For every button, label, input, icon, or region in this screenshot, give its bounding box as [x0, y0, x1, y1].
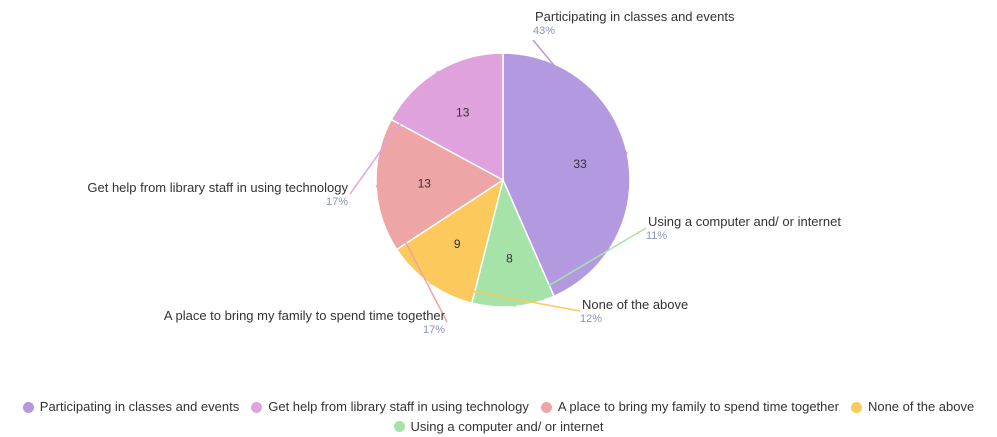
chart-legend: Participating in classes and events Get h… [0, 398, 997, 437]
slice-value-label: 13 [418, 176, 432, 190]
slice-percent-label: 17% [423, 324, 445, 336]
legend-swatch [251, 401, 263, 413]
slice-category-label: None of the above [582, 297, 688, 312]
legend-label: None of the above [867, 399, 975, 414]
pie-slices: 33 8 9 13 13 [375, 52, 631, 308]
leader-line [349, 70, 439, 195]
legend-label: A place to bring my family to spend time… [557, 399, 839, 414]
legend-label: Get help from library staff in using tec… [268, 399, 529, 414]
slice-category-label: Get help from library staff in using tec… [87, 180, 348, 195]
slice-category-label: A place to bring my family to spend time… [164, 308, 446, 323]
leader-line [429, 282, 581, 312]
slice-percent-label: 17% [326, 196, 348, 208]
leader-line [375, 184, 448, 323]
slice-value-label: 9 [454, 237, 461, 251]
slice-percent-label: 43% [533, 25, 555, 37]
legend-item: None of the above [850, 398, 975, 416]
legend-item: Using a computer and/ or internet [393, 418, 604, 436]
legend-item: A place to bring my family to spend time… [540, 398, 839, 416]
legend-swatch [22, 401, 34, 413]
legend-item: Participating in classes and events [22, 398, 240, 416]
slice-value-label: 8 [506, 252, 513, 266]
leader-line [513, 227, 647, 308]
slice-value-label: 33 [573, 157, 587, 171]
legend-label: Participating in classes and events [39, 399, 240, 414]
legend-swatch [540, 401, 552, 413]
slice-percent-label: 11% [646, 230, 667, 242]
slice-category-label: Participating in classes and events [535, 9, 735, 24]
leader-line [532, 39, 628, 155]
slice-percent-label: 12% [580, 313, 602, 325]
legend-label: Using a computer and/ or internet [410, 418, 604, 434]
slice-category-label: Using a computer and/ or internet [648, 214, 841, 229]
legend-item: Get help from library staff in using tec… [251, 398, 529, 416]
legend-swatch [850, 401, 862, 413]
legend-swatch [393, 421, 405, 432]
slice-value-label: 13 [456, 105, 470, 119]
